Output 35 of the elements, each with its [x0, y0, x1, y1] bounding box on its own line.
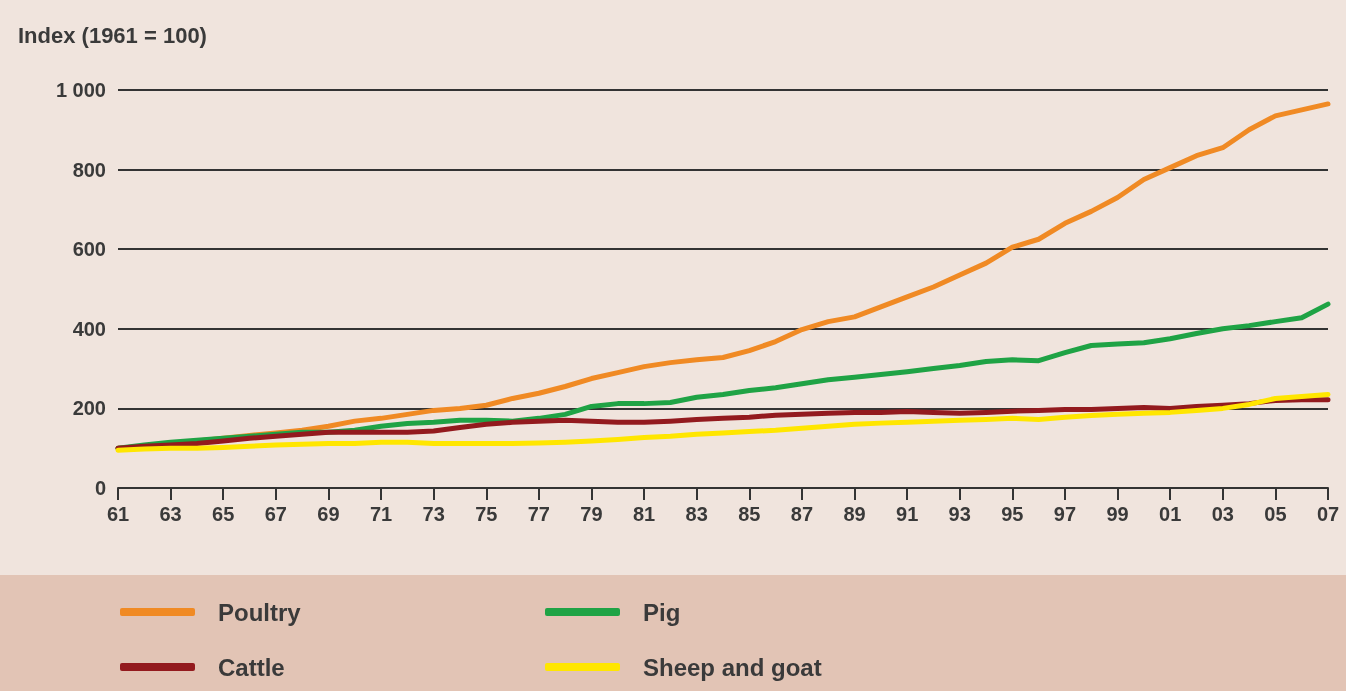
x-tick-label: 63 [159, 503, 182, 525]
x-tick-label: 99 [1106, 503, 1129, 525]
legend-label: Cattle [218, 653, 285, 681]
y-axis-title: Index (1961 = 100) [18, 22, 207, 48]
x-tick-label: 85 [738, 503, 761, 525]
x-tick-label: 95 [1001, 503, 1024, 525]
x-tick-label: 61 [106, 503, 130, 525]
x-tick-label: 01 [1159, 503, 1182, 525]
legend-label: Sheep and goat [643, 653, 822, 681]
x-tick-label: 03 [1211, 503, 1234, 525]
x-tick-label: 87 [790, 503, 814, 525]
x-tick-label: 65 [212, 503, 235, 525]
y-tick-label: 800 [72, 158, 106, 181]
y-tick-label: 600 [72, 238, 106, 261]
x-tick-label: 73 [422, 503, 445, 525]
legend-label: Poultry [218, 598, 302, 626]
y-tick-label: 1 000 [55, 79, 106, 101]
y-tick-label: 400 [72, 317, 106, 340]
x-tick-label: 69 [317, 503, 340, 525]
x-tick-label: 07 [1316, 503, 1340, 525]
x-tick-label: 97 [1053, 503, 1077, 525]
x-tick-label: 93 [948, 503, 971, 525]
legend-label: Pig [643, 598, 681, 626]
y-tick-label: 200 [72, 397, 106, 420]
x-tick-label: 89 [843, 503, 866, 525]
x-tick-label: 67 [264, 503, 287, 525]
x-tick-label: 71 [369, 503, 393, 525]
x-tick-label: 91 [896, 503, 919, 525]
x-tick-label: 05 [1264, 503, 1287, 525]
x-tick-label: 83 [685, 503, 708, 525]
y-tick-label: 0 [94, 477, 106, 499]
x-tick-label: 75 [475, 503, 498, 525]
x-tick-label: 77 [527, 503, 550, 525]
x-tick-label: 79 [580, 503, 603, 525]
x-tick-label: 81 [632, 503, 656, 525]
